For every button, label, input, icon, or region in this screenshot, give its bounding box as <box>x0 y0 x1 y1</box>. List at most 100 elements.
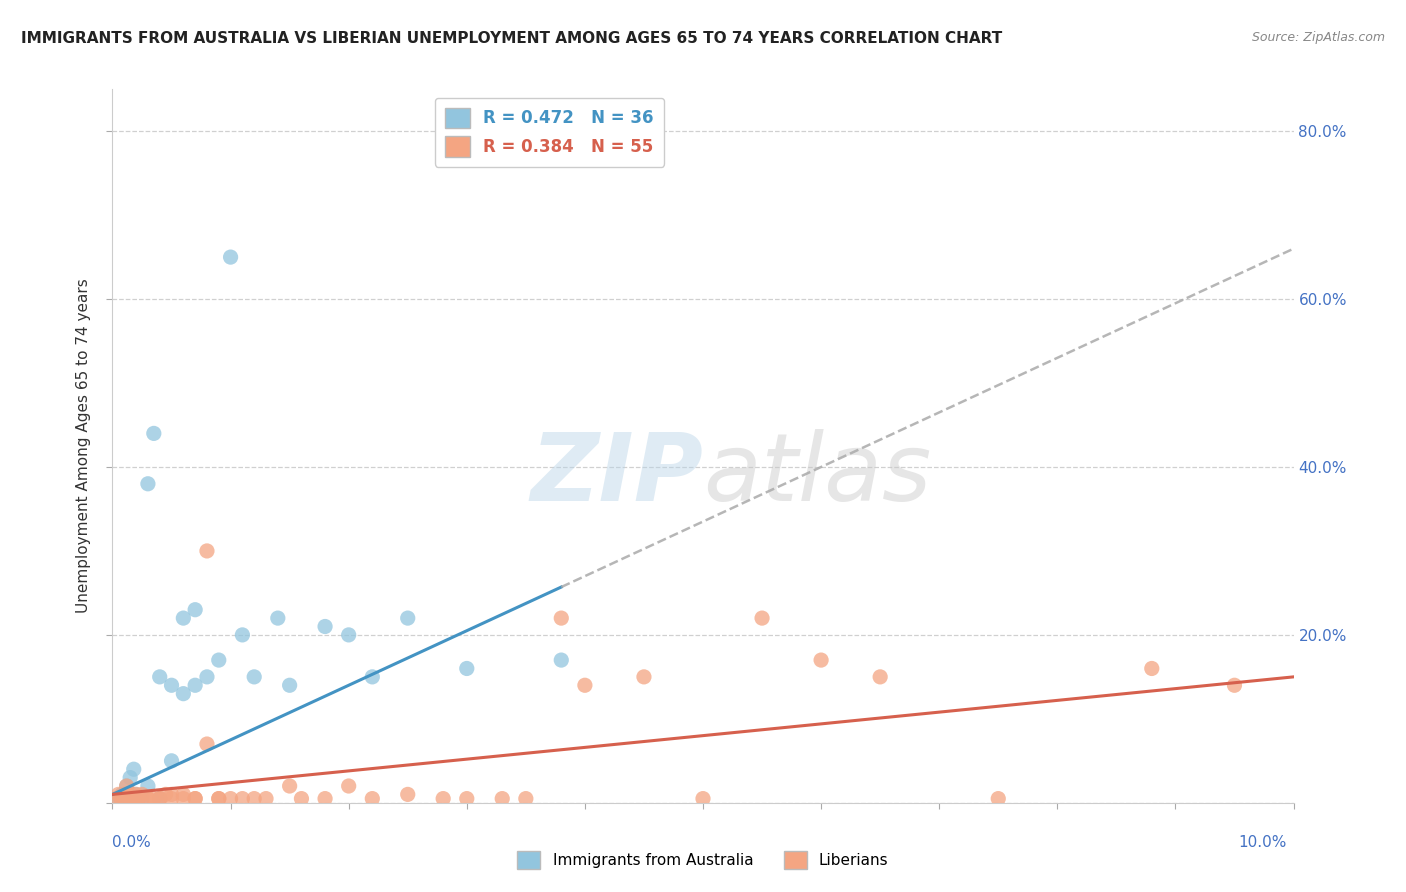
Point <box>1223 678 1246 692</box>
Point <box>314 791 336 805</box>
Point <box>574 678 596 692</box>
Point <box>136 791 159 805</box>
Point <box>172 788 194 802</box>
Text: Source: ZipAtlas.com: Source: ZipAtlas.com <box>1251 31 1385 45</box>
Point <box>122 791 145 805</box>
Point <box>142 791 165 805</box>
Point <box>314 619 336 633</box>
Point <box>105 791 128 805</box>
Point <box>131 788 153 802</box>
Point <box>515 791 537 805</box>
Point <box>278 678 301 692</box>
Point <box>112 791 135 805</box>
Point <box>172 687 194 701</box>
Point <box>149 791 172 805</box>
Point <box>142 426 165 441</box>
Point <box>115 779 138 793</box>
Point <box>231 791 253 805</box>
Point <box>219 250 242 264</box>
Point <box>125 788 148 802</box>
Point <box>633 670 655 684</box>
Point <box>112 788 135 802</box>
Point <box>155 788 177 802</box>
Point <box>751 611 773 625</box>
Point <box>361 791 384 805</box>
Point <box>195 737 218 751</box>
Point <box>1140 661 1163 675</box>
Point <box>208 653 231 667</box>
Point <box>120 771 142 785</box>
Text: 0.0%: 0.0% <box>112 836 152 850</box>
Point <box>491 791 513 805</box>
Point <box>254 791 277 805</box>
Point <box>456 791 478 805</box>
Point <box>136 791 159 805</box>
Point <box>110 791 132 805</box>
Text: 10.0%: 10.0% <box>1239 836 1286 850</box>
Point <box>149 670 172 684</box>
Text: IMMIGRANTS FROM AUSTRALIA VS LIBERIAN UNEMPLOYMENT AMONG AGES 65 TO 74 YEARS COR: IMMIGRANTS FROM AUSTRALIA VS LIBERIAN UN… <box>21 31 1002 46</box>
Point <box>550 653 572 667</box>
Point <box>111 788 134 802</box>
Text: atlas: atlas <box>703 429 931 520</box>
Legend: R = 0.472   N = 36, R = 0.384   N = 55: R = 0.472 N = 36, R = 0.384 N = 55 <box>434 97 664 167</box>
Point <box>432 791 454 805</box>
Point <box>160 678 183 692</box>
Point <box>120 791 142 805</box>
Point <box>987 791 1010 805</box>
Point <box>149 791 172 805</box>
Point <box>172 611 194 625</box>
Point <box>692 791 714 805</box>
Y-axis label: Unemployment Among Ages 65 to 74 years: Unemployment Among Ages 65 to 74 years <box>76 278 91 614</box>
Point <box>243 670 266 684</box>
Point <box>396 788 419 802</box>
Point <box>122 762 145 776</box>
Point <box>136 779 159 793</box>
Point <box>550 611 572 625</box>
Point <box>127 791 149 805</box>
Point <box>136 476 159 491</box>
Point <box>149 791 172 805</box>
Point <box>160 788 183 802</box>
Point <box>107 791 129 805</box>
Text: ZIP: ZIP <box>530 428 703 521</box>
Point <box>195 544 218 558</box>
Point <box>278 779 301 793</box>
Point <box>112 791 135 805</box>
Point <box>131 791 153 805</box>
Point <box>337 779 360 793</box>
Point <box>184 791 207 805</box>
Legend: Immigrants from Australia, Liberians: Immigrants from Australia, Liberians <box>512 845 894 875</box>
Point <box>869 670 891 684</box>
Point <box>337 628 360 642</box>
Point <box>172 791 194 805</box>
Point <box>208 791 231 805</box>
Point <box>117 791 139 805</box>
Point <box>120 791 142 805</box>
Point <box>117 788 139 802</box>
Point <box>195 670 218 684</box>
Point <box>160 791 183 805</box>
Point <box>208 791 231 805</box>
Point <box>107 788 129 802</box>
Point <box>267 611 290 625</box>
Point <box>810 653 832 667</box>
Point <box>125 791 148 805</box>
Point <box>125 788 148 802</box>
Point <box>456 661 478 675</box>
Point <box>110 791 132 805</box>
Point <box>184 678 207 692</box>
Point <box>243 791 266 805</box>
Point <box>231 628 253 642</box>
Point <box>184 791 207 805</box>
Point <box>184 603 207 617</box>
Point <box>127 791 149 805</box>
Point <box>290 791 312 805</box>
Point <box>219 791 242 805</box>
Point <box>396 611 419 625</box>
Point <box>115 779 138 793</box>
Point <box>160 754 183 768</box>
Point <box>120 788 142 802</box>
Point <box>125 791 148 805</box>
Point <box>361 670 384 684</box>
